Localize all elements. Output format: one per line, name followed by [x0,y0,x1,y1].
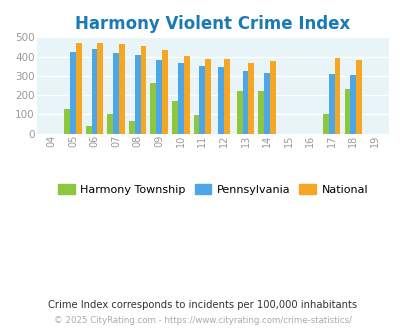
Bar [269,61,275,134]
Bar [156,60,162,134]
Bar [129,121,134,134]
Text: Crime Index corresponds to incidents per 100,000 inhabitants: Crime Index corresponds to incidents per… [48,300,357,310]
Bar [264,73,269,134]
Bar [205,59,211,134]
Bar [183,56,189,134]
Title: Harmony Violent Crime Index: Harmony Violent Crime Index [75,15,350,33]
Bar [177,63,183,134]
Bar [140,46,146,134]
Bar [258,91,264,134]
Bar [97,43,103,134]
Bar [242,71,248,134]
Bar [248,63,254,134]
Bar [223,59,229,134]
Bar [344,88,350,134]
Bar [119,44,124,134]
Bar [199,66,205,134]
Bar [162,50,168,134]
Bar [70,52,76,134]
Bar [236,91,242,134]
Bar [322,114,328,134]
Bar [355,60,361,134]
Bar [85,126,92,134]
Bar [328,74,334,134]
Text: © 2025 CityRating.com - https://www.cityrating.com/crime-statistics/: © 2025 CityRating.com - https://www.city… [54,316,351,325]
Bar [150,82,156,134]
Legend: Harmony Township, Pennsylvania, National: Harmony Township, Pennsylvania, National [53,180,372,199]
Bar [334,58,340,134]
Bar [64,109,70,134]
Bar [76,43,81,134]
Bar [193,115,199,134]
Bar [217,67,223,134]
Bar [107,114,113,134]
Bar [350,75,355,134]
Bar [113,53,119,134]
Bar [134,55,140,134]
Bar [92,49,97,134]
Bar [172,101,177,134]
